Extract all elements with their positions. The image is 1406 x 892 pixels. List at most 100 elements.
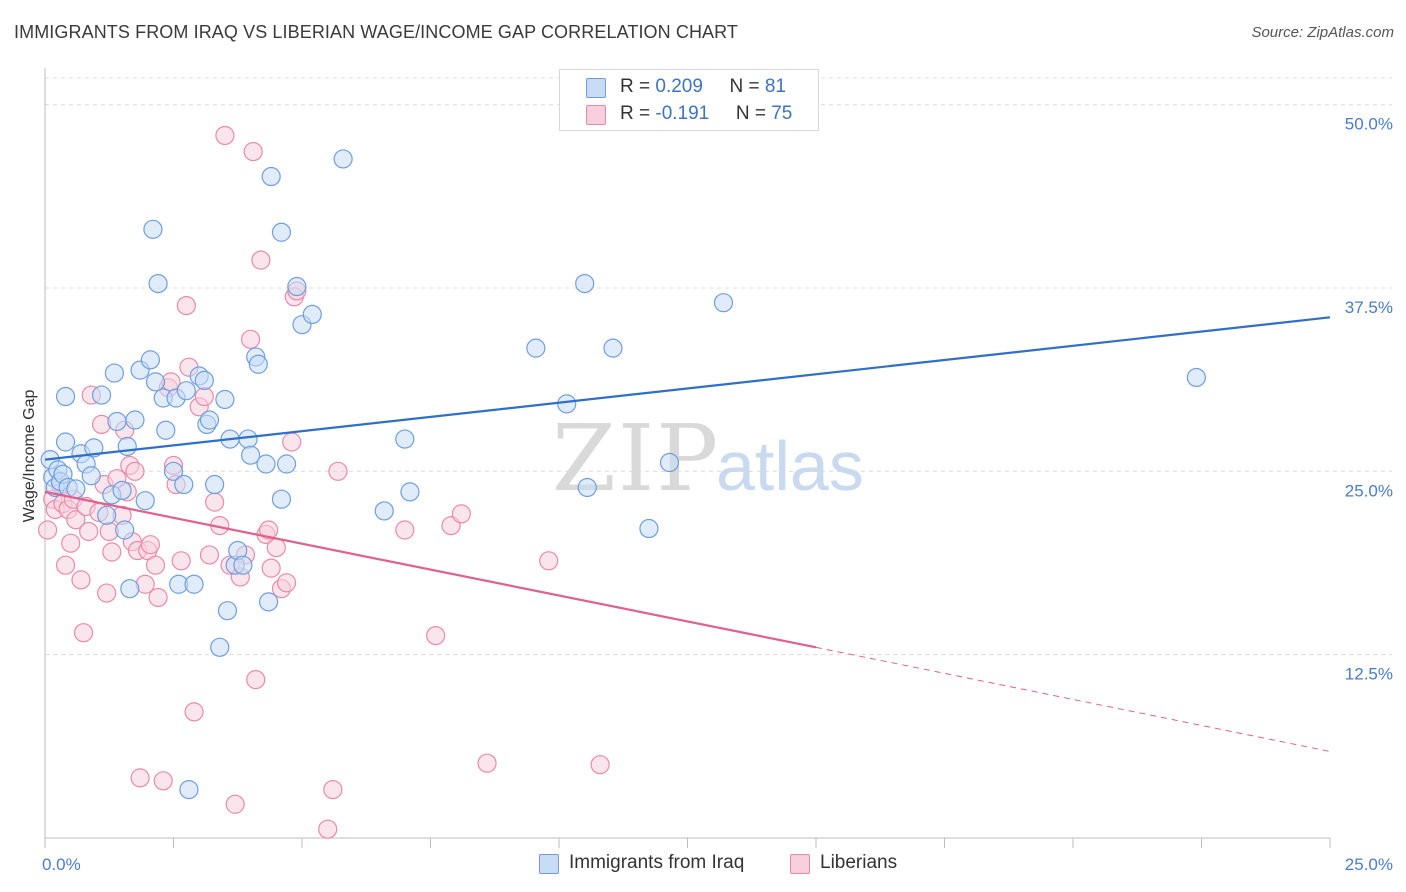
legend-n-value: 81	[764, 76, 786, 97]
liberian-point	[55, 555, 76, 575]
liberian-point	[539, 551, 559, 571]
iraq-point	[97, 505, 117, 525]
iraq-point	[179, 779, 199, 800]
watermark-zip: ZIP	[552, 405, 720, 512]
liberian-point	[171, 551, 191, 571]
y-tick-label: 25.0%	[1345, 481, 1393, 500]
chart-source: Source: ZipAtlas.com	[1251, 24, 1394, 41]
iraq-point	[374, 501, 394, 521]
liberian-point	[73, 623, 94, 643]
iraq-point	[112, 480, 132, 500]
iraq-point	[210, 637, 230, 657]
iraq-point	[84, 438, 104, 458]
iraq-point	[217, 601, 238, 621]
bottom-legend-pink-icon	[790, 854, 810, 874]
y-axis-label: Wage/Income Gap	[21, 390, 38, 523]
iraq-point	[91, 385, 112, 405]
legend-swatch-pink-icon	[586, 105, 606, 125]
iraq-point	[395, 429, 415, 449]
chart-title: IMMIGRANTS FROM IRAQ VS LIBERIAN WAGE/IN…	[14, 22, 739, 42]
liberian-point	[451, 504, 471, 524]
iraq-point	[205, 474, 225, 495]
liberian-point	[176, 296, 196, 316]
iraq-point	[287, 276, 307, 297]
liberian-point	[184, 702, 204, 722]
liberian-point	[61, 533, 81, 553]
liberian-point	[241, 329, 261, 349]
watermark: ZIP atlas	[552, 405, 864, 512]
liberian-point	[215, 125, 235, 146]
liberian-point	[318, 819, 338, 839]
iraq-point	[199, 410, 220, 430]
liberian-point	[148, 587, 168, 608]
liberian-point	[71, 570, 91, 590]
iraq-point	[55, 432, 76, 452]
iraq-point	[176, 381, 196, 401]
iraq-point	[271, 489, 292, 509]
data-points	[37, 125, 1206, 839]
liberian-point	[140, 535, 160, 555]
iraq-point	[241, 445, 261, 465]
iraq-point	[107, 411, 127, 432]
liberian-point	[145, 555, 166, 575]
iraq-point	[248, 354, 268, 374]
legend-r-label: R =	[620, 76, 656, 97]
iraq-point	[143, 219, 163, 239]
iraq-point	[125, 410, 145, 430]
liberian-point	[477, 753, 497, 773]
liberian-point	[261, 558, 281, 578]
y-tick-label: 50.0%	[1345, 115, 1393, 134]
liberian-point	[199, 545, 220, 565]
y-tick-label: 37.5%	[1345, 298, 1393, 317]
iraq-point	[233, 555, 253, 575]
legend-swatch-blue-icon	[586, 78, 606, 98]
liberian-point	[102, 542, 122, 562]
watermark-atlas: atlas	[716, 427, 864, 505]
iraq-point	[104, 363, 124, 383]
y-tick-label: 12.5%	[1345, 665, 1393, 684]
iraq-point	[271, 222, 292, 242]
iraq-point	[333, 149, 353, 169]
iraq-point	[639, 518, 659, 539]
x-tick-label-max: 25.0%	[1345, 855, 1393, 874]
iraq-point	[194, 370, 214, 390]
liberian-point	[395, 520, 415, 540]
liberian-point	[125, 461, 145, 481]
liberian-point	[243, 142, 263, 162]
iraq-point	[156, 420, 176, 440]
iraq-point	[163, 461, 184, 481]
iraq-point	[140, 350, 160, 370]
iraq-point	[117, 436, 137, 456]
legend-n-label: N =	[729, 76, 765, 97]
liberian-point	[194, 386, 214, 407]
liberian-trend-line	[44, 490, 817, 649]
bottom-legend-liberians-label: Liberians	[820, 852, 898, 873]
liberian-point	[225, 794, 245, 814]
liberian-point	[205, 492, 225, 512]
liberian-point	[276, 573, 297, 593]
x-tick-label-min: 0.0%	[42, 855, 81, 874]
iraq-point	[256, 454, 276, 474]
iraq-point	[66, 479, 86, 499]
liberian-point	[251, 250, 271, 270]
iraq-point	[238, 429, 258, 449]
iraq-point	[120, 579, 140, 599]
liberian-point	[246, 669, 266, 690]
tick-labels: 12.5% 25.0% 37.5% 50.0% 0.0% 25.0%	[42, 115, 1393, 874]
liberian-point	[97, 583, 117, 603]
liberian-point	[323, 779, 343, 800]
iraq-point	[215, 389, 235, 410]
correlation-legend: R = 0.209 N = 81 R = -0.191 N = 75	[559, 69, 819, 131]
iraq-point	[603, 338, 623, 358]
liberian-point	[153, 771, 173, 791]
liberian-point	[258, 520, 279, 540]
iraq-point	[400, 482, 420, 502]
iraq-point	[557, 394, 577, 414]
iraq-point	[659, 452, 680, 473]
legend-n-value: 75	[771, 103, 793, 124]
iraq-point	[575, 274, 595, 294]
bottom-legend-blue-icon	[539, 854, 559, 874]
iraq-point	[145, 372, 166, 392]
liberian-point	[282, 432, 302, 452]
iraq-point	[81, 466, 101, 486]
